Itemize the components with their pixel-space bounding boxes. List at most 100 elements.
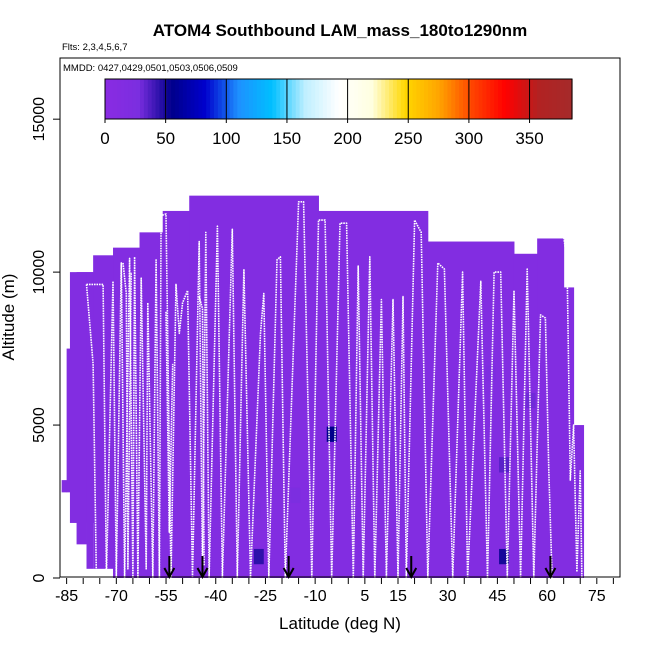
x-tick-label: 45	[488, 588, 506, 605]
colorbar-swatch	[299, 79, 305, 119]
colorbar-swatch	[521, 79, 526, 119]
colorbar-swatch	[533, 79, 538, 119]
background-column	[86, 272, 94, 569]
colorbar-swatch	[276, 79, 281, 119]
background-column	[537, 238, 565, 578]
background-column	[61, 480, 68, 493]
colorbar-swatch	[459, 79, 464, 119]
colorbar-swatch	[357, 79, 363, 119]
colorbar-swatch	[334, 79, 340, 119]
colorbar-swatch	[482, 79, 487, 119]
colorbar-swatch	[229, 79, 235, 119]
colorbar-swatch	[291, 79, 297, 119]
colorbar-swatch	[171, 79, 176, 119]
colorbar-swatch	[505, 79, 511, 119]
colorbar-swatch	[326, 79, 332, 119]
colorbar-swatch	[455, 79, 460, 119]
colorbar-swatch	[248, 79, 254, 119]
colorbar-swatch	[303, 79, 308, 119]
colorbar-swatch	[206, 79, 211, 119]
colorbar-swatch	[478, 79, 484, 119]
colorbar-swatch	[350, 79, 355, 119]
background-column	[427, 241, 515, 578]
colorbar-swatch	[237, 79, 242, 119]
colorbar-swatch	[182, 79, 188, 119]
heatmap-cell	[253, 548, 264, 565]
colorbar-swatch	[377, 79, 382, 119]
colorbar-swatch	[552, 79, 558, 119]
y-tick-label: 5000	[31, 407, 48, 443]
colorbar-swatch	[338, 79, 343, 119]
colorbar-swatch	[136, 79, 141, 119]
colorbar-swatch	[361, 79, 367, 119]
colorbar-swatch	[540, 79, 546, 119]
colorbar-swatch	[307, 79, 312, 119]
colorbar-swatch	[221, 79, 227, 119]
flight-track-line	[165, 311, 174, 533]
colorbar-swatch	[396, 79, 402, 119]
colorbar-tick-label: 250	[394, 129, 422, 148]
colorbar-tick-label: 0	[100, 129, 109, 148]
colorbar-swatch	[443, 79, 449, 119]
colorbar-swatch	[287, 79, 293, 119]
colorbar-tick-label: 50	[156, 129, 175, 148]
heatmap-cell	[250, 503, 261, 519]
y-axis: 0 5000 10000 15000	[31, 97, 60, 582]
colorbar-swatch	[568, 79, 573, 119]
colorbar-swatch	[124, 79, 129, 119]
y-tick-label: 0	[31, 573, 48, 582]
colorbar-swatch	[431, 79, 437, 119]
flight-track-line	[198, 296, 205, 566]
colorbar-swatch	[490, 79, 495, 119]
chart-title: ATOM4 Southbound LAM_mass_180to1290nm	[153, 21, 527, 40]
colorbar-swatch	[548, 79, 554, 119]
colorbar-swatch	[536, 79, 542, 119]
colorbar-swatch	[435, 79, 441, 119]
colorbar-swatch	[486, 79, 491, 119]
colorbar-swatch	[233, 79, 238, 119]
colorbar-swatch	[463, 79, 468, 119]
colorbar-swatch	[147, 79, 153, 119]
colorbar-swatch	[513, 79, 519, 119]
colorbar-swatch	[420, 79, 425, 119]
colorbar-swatch	[392, 79, 398, 119]
x-tick-label: 75	[588, 588, 606, 605]
colorbar-swatch	[260, 79, 266, 119]
x-tick-label: -70	[105, 588, 128, 605]
colorbar: 0 50 100 150 200 250 300 350	[100, 78, 573, 148]
heatmap-cell	[499, 548, 509, 565]
flight-track	[85, 201, 583, 578]
heatmap-cell	[525, 392, 536, 409]
colorbar-swatch	[517, 79, 523, 119]
flight-track-line	[122, 262, 132, 570]
colorbar-swatch	[105, 79, 110, 119]
colorbar-swatch	[424, 79, 429, 119]
y-tick-label: 15000	[31, 97, 48, 142]
colorbar-swatch	[280, 79, 285, 119]
heatmap-cell	[290, 487, 301, 504]
colorbar-swatch	[354, 79, 359, 119]
colorbar-swatch	[175, 79, 180, 119]
colorbar-tick-label: 300	[455, 129, 483, 148]
colorbar-swatch	[213, 79, 219, 119]
flight-track-line	[86, 201, 553, 578]
colorbar-swatch	[159, 79, 164, 119]
colorbar-swatch	[544, 79, 550, 119]
heatmap-cell	[485, 365, 496, 381]
colorbar-swatch	[389, 79, 394, 119]
colorbar-swatch	[556, 79, 561, 119]
colorbar-swatch	[268, 79, 273, 119]
colorbar-swatch	[202, 79, 207, 119]
heatmap-cells	[250, 365, 536, 565]
x-tick-label: 5	[360, 588, 369, 605]
colorbar-swatch	[342, 79, 347, 119]
background-column	[76, 272, 87, 545]
colorbar-swatch	[529, 79, 534, 119]
colorbar-swatch	[381, 79, 386, 119]
x-tick-label: -40	[204, 588, 227, 605]
colorbar-swatch	[178, 79, 184, 119]
colorbar-swatch	[252, 79, 258, 119]
colorbar-swatch	[155, 79, 161, 119]
x-tick-label: -10	[304, 588, 327, 605]
colorbar-swatch	[108, 79, 114, 119]
